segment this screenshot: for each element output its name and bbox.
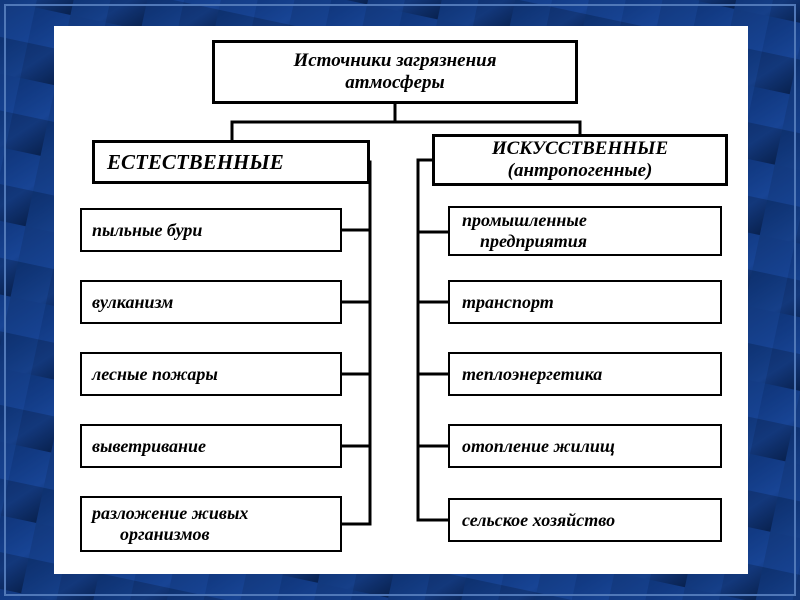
right-item-label: теплоэнергетика (462, 364, 720, 385)
right-item: сельское хозяйство (448, 498, 722, 542)
left-item: пыльные бури (80, 208, 342, 252)
right-item: отопление жилищ (448, 424, 722, 468)
left-item-label: выветривание (92, 436, 340, 457)
left-item: разложение живых организмов (80, 496, 342, 552)
left-item: выветривание (80, 424, 342, 468)
right-item: теплоэнергетика (448, 352, 722, 396)
title-box: Источники загрязнения атмосферы (212, 40, 578, 104)
left-item: лесные пожары (80, 352, 342, 396)
right-item-label: отопление жилищ (462, 436, 720, 457)
left-item-label-line2: организмов (92, 524, 340, 545)
right-category-header: ИСКУССТВЕННЫЕ (антропогенные) (432, 134, 728, 186)
right-category-line2: (антропогенные) (435, 160, 725, 182)
right-item-label-line2: предприятия (462, 231, 720, 252)
left-category-label: ЕСТЕСТВЕННЫЕ (107, 150, 367, 174)
left-item: вулканизм (80, 280, 342, 324)
left-item-label: лесные пожары (92, 364, 340, 385)
right-item-label: транспорт (462, 292, 720, 313)
left-item-label: вулканизм (92, 292, 340, 313)
title-line1: Источники загрязнения (215, 50, 575, 72)
right-item: транспорт (448, 280, 722, 324)
left-item-label-line1: разложение живых (92, 503, 340, 524)
right-item-label-line1: промышленные (462, 210, 720, 231)
left-item-label: пыльные бури (92, 220, 340, 241)
title-line2: атмосферы (215, 72, 575, 94)
right-category-line1: ИСКУССТВЕННЫЕ (435, 138, 725, 160)
slide-background: Источники загрязнения атмосферы ЕСТЕСТВЕ… (0, 0, 800, 600)
right-item-label: сельское хозяйство (462, 510, 720, 531)
right-item: промышленные предприятия (448, 206, 722, 256)
left-category-header: ЕСТЕСТВЕННЫЕ (92, 140, 370, 184)
